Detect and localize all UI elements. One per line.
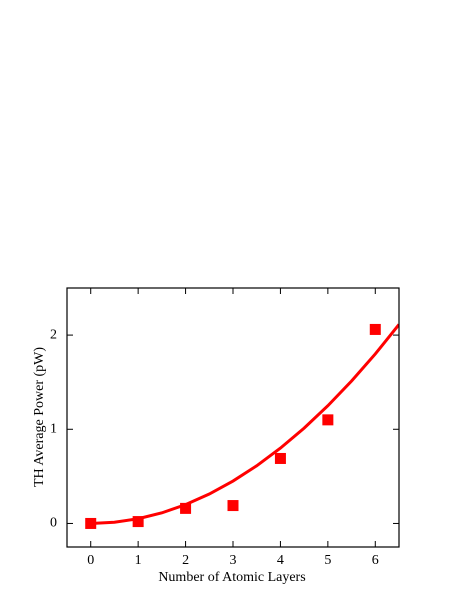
x-tick-label: 2 xyxy=(182,553,189,568)
y-tick-label: 2 xyxy=(50,327,57,342)
data-point xyxy=(274,452,286,464)
data-point xyxy=(369,323,381,335)
y-axis-label: TH Average Power (pW) xyxy=(32,347,47,487)
x-tick-label: 4 xyxy=(277,553,284,568)
y-tick-label: 1 xyxy=(50,421,57,436)
data-point xyxy=(132,516,144,528)
data-point xyxy=(180,502,192,514)
data-point xyxy=(227,500,239,512)
data-point xyxy=(85,517,97,529)
plot-area xyxy=(90,323,399,525)
x-axis-label: Number of Atomic Layers xyxy=(158,570,305,585)
x-tick-label: 3 xyxy=(230,553,237,568)
x-tick-label: 0 xyxy=(87,553,94,568)
x-tick-label: 1 xyxy=(135,553,142,568)
data-point xyxy=(322,414,334,426)
x-tick-label: 6 xyxy=(372,553,379,568)
y-tick-label: 0 xyxy=(50,516,57,531)
fit-curve xyxy=(90,323,399,525)
x-tick-label: 5 xyxy=(324,553,331,568)
